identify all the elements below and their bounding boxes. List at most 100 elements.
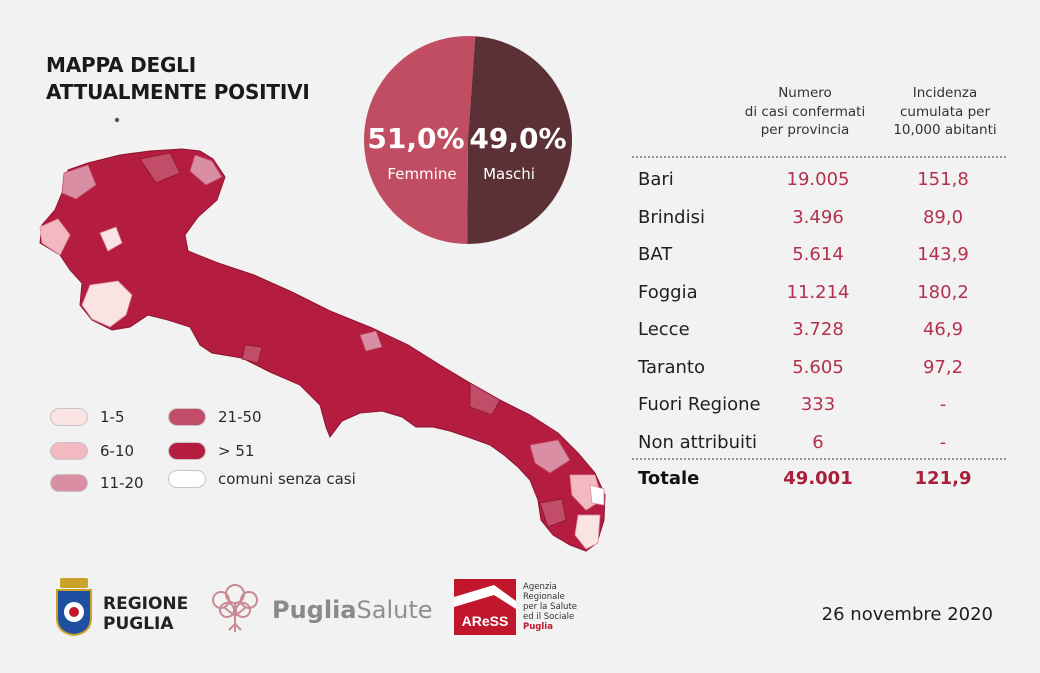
header-line: di casi confermati (744, 103, 866, 120)
map-legend: 1-5 6-10 11-20 21-50 > 51 comuni senza c… (50, 408, 380, 498)
row-name: Bari (638, 169, 674, 190)
row-incidence: 89,0 (922, 206, 964, 228)
row-incidence: 46,9 (922, 319, 964, 340)
header-line: Numero (778, 85, 832, 101)
pie-slice-maschi (467, 36, 573, 244)
page-title: MAPPA DEGLI ATTUALMENTE POSITIVI (46, 52, 346, 106)
regione-line-2: PUGLIA (103, 614, 174, 634)
table-row: Fuori Regione 333 - (638, 394, 1008, 424)
header-line: 10,000 abitanti (893, 122, 997, 138)
regione-puglia-emblem-icon (56, 578, 92, 636)
header-line: Incidenza (912, 85, 978, 101)
aress-line: Regionale (523, 592, 565, 602)
regione-puglia-label: REGIONE PUGLIA (103, 594, 188, 634)
row-incidence: 143,9 (917, 244, 969, 265)
map-islands (114, 117, 120, 123)
table-total-row: Totale 49.001 121,9 (638, 468, 1008, 498)
divider-total (632, 458, 1006, 460)
legend-label: > 51 (218, 442, 255, 460)
row-name: BAT (638, 244, 673, 265)
row-cases: 6 (812, 431, 824, 453)
pie-slice-femmine (364, 36, 476, 244)
puglia-salute-light: Salute (356, 596, 433, 624)
row-name: Lecce (638, 319, 690, 340)
row-name: Foggia (638, 281, 698, 303)
map-area-mid-4 (469, 382, 501, 416)
tree-icon (212, 584, 258, 632)
row-incidence: - (939, 431, 947, 453)
map-region-main (39, 148, 606, 552)
map-area-mid-6 (539, 498, 567, 528)
legend-swatch (168, 408, 206, 426)
map-area-mid-3 (189, 154, 223, 186)
map-area-mid-2 (139, 152, 181, 184)
legend-label: comuni senza casi (218, 470, 356, 488)
map-area-mid-1 (61, 164, 97, 200)
legend-swatch (50, 408, 88, 426)
pie-label-femmine: Femmine (387, 165, 456, 183)
row-incidence: - (939, 394, 947, 415)
row-incidence: 180,2 (917, 281, 969, 303)
column-header-cases: Numero di casi confermati per provincia (740, 84, 870, 140)
row-name: Brindisi (638, 206, 705, 228)
map-area-mid-5 (529, 439, 571, 474)
aress-line: Agenzia (523, 582, 557, 592)
legend-item-no-cases: comuni senza casi (168, 470, 356, 488)
column-header-incidence: Incidenza cumulata per 10,000 abitanti (880, 84, 1010, 140)
row-cases: 5.614 (792, 244, 844, 265)
legend-label: 21-50 (218, 408, 262, 426)
map-area-mid-7 (359, 330, 383, 352)
row-incidence: 121,9 (914, 468, 972, 489)
legend-item-1-5: 1-5 (50, 408, 125, 426)
title-line-1: MAPPA DEGLI (46, 53, 196, 77)
legend-swatch (168, 442, 206, 460)
map-area-light-2 (39, 218, 71, 256)
row-name: Totale (638, 468, 700, 489)
table-row: Non attribuiti 6 - (638, 432, 1008, 462)
row-cases: 5.605 (792, 356, 844, 378)
aress-region: Puglia (523, 622, 553, 632)
legend-swatch (168, 470, 206, 488)
table-row: Taranto 5.605 97,2 (638, 357, 1008, 387)
table-row: Brindisi 3.496 89,0 (638, 207, 1008, 237)
map-area-light-5 (574, 514, 601, 550)
map-area-light-6 (589, 484, 605, 506)
table-row: Bari 19.005 151,8 (638, 169, 1008, 199)
pie-percent-femmine: 51,0% (367, 122, 464, 155)
aress-line: per la Salute (523, 602, 578, 612)
puglia-salute-logo: PugliaSalute (272, 596, 433, 624)
pie-percent-maschi: 49,0% (469, 122, 566, 155)
row-incidence: 151,8 (917, 169, 969, 190)
row-incidence: 97,2 (922, 356, 964, 378)
legend-label: 6-10 (100, 442, 135, 460)
gender-pie-chart: 51,0% Femmine 49,0% Maschi (364, 36, 573, 244)
row-name: Taranto (638, 356, 705, 378)
legend-swatch (50, 442, 88, 460)
row-cases: 333 (800, 394, 836, 415)
row-name: Fuori Regione (638, 394, 761, 415)
aress-logo-icon: AReSS (454, 579, 516, 635)
table-row: Foggia 11.214 180,2 (638, 282, 1008, 312)
legend-item-6-10: 6-10 (50, 442, 134, 460)
row-cases: 3.496 (792, 206, 844, 228)
legend-label: 11-20 (100, 474, 144, 492)
header-line: cumulata per (900, 103, 990, 120)
row-cases: 11.214 (786, 281, 850, 303)
table-row: Lecce 3.728 46,9 (638, 319, 1008, 349)
row-cases: 19.005 (786, 169, 850, 190)
regione-line-1: REGIONE (103, 594, 189, 614)
aress-description: Agenzia Regionale per la Salute ed il So… (523, 582, 577, 632)
row-name: Non attribuiti (638, 431, 758, 453)
title-line-2: ATTUALMENTE POSITIVI (46, 80, 310, 104)
legend-item-21-50: 21-50 (168, 408, 262, 426)
header-line: per provincia (760, 122, 850, 138)
row-cases: 3.728 (792, 319, 844, 340)
puglia-map (39, 117, 606, 552)
pie-label-maschi: Maschi (483, 165, 535, 183)
aress-line: ed il Sociale (523, 612, 575, 622)
divider-top (632, 156, 1006, 158)
legend-item-gt-51: > 51 (168, 442, 254, 460)
table-row: BAT 5.614 143,9 (638, 244, 1008, 274)
map-area-mid-8 (241, 344, 263, 364)
legend-item-11-20: 11-20 (50, 474, 144, 492)
